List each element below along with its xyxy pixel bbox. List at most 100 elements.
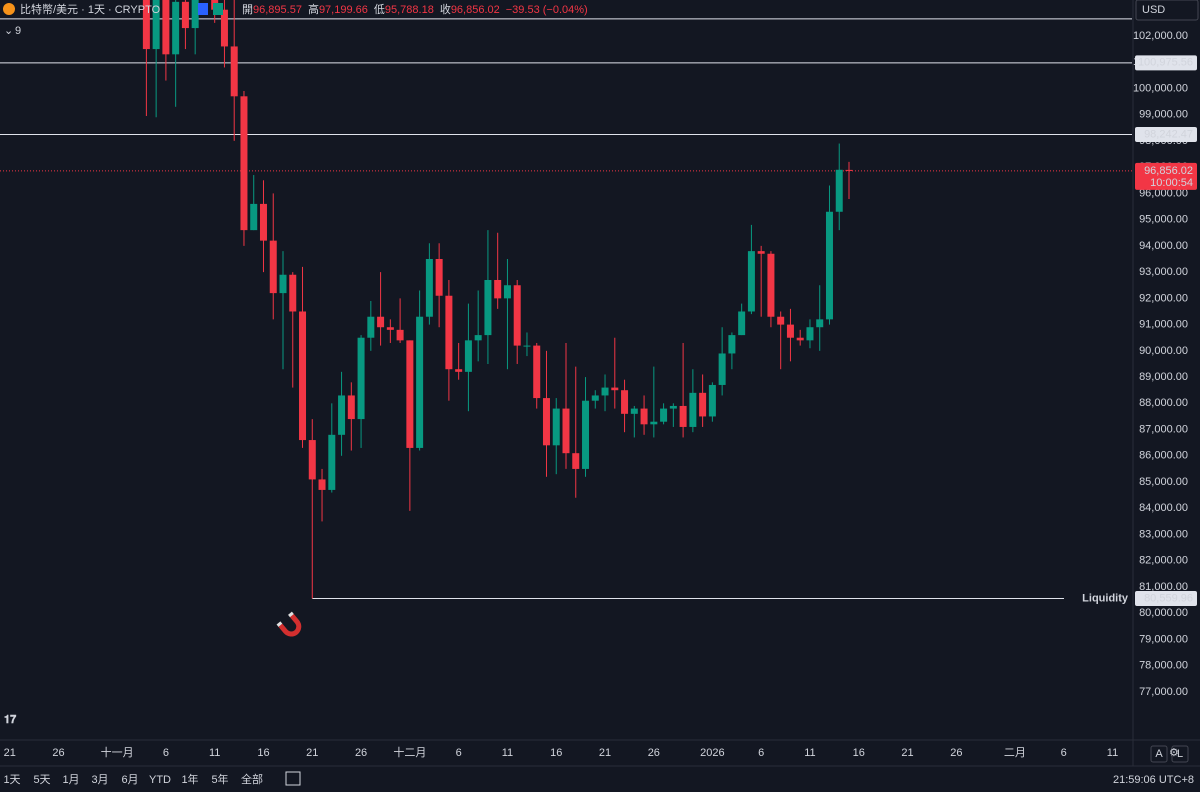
candle-body: [582, 400, 590, 469]
x-tick-label: 26: [950, 747, 962, 759]
x-tick-label: 26: [355, 747, 367, 759]
candle-body: [806, 327, 814, 341]
candle-body: [396, 329, 404, 341]
candle-body: [269, 240, 277, 294]
candle-body: [445, 295, 453, 370]
range-button[interactable]: 3月: [91, 774, 108, 786]
candle-body: [728, 335, 736, 354]
y-tick-label: 82,000.00: [1139, 555, 1188, 567]
x-tick-label: 21: [306, 747, 318, 759]
candle-body: [825, 211, 833, 320]
candle-body: [152, 0, 160, 50]
y-tick-label: 85,000.00: [1139, 476, 1188, 488]
status-icon: [213, 3, 223, 15]
y-tick-label: 86,000.00: [1139, 450, 1188, 462]
candle-body: [552, 408, 560, 446]
y-tick-label: 84,000.00: [1139, 502, 1188, 514]
level-price: 98,242.47: [1144, 128, 1193, 140]
candle-body: [484, 279, 492, 336]
x-tick-label: 26: [648, 747, 660, 759]
x-tick-label: 16: [853, 747, 865, 759]
x-tick-label: 11: [804, 747, 815, 759]
candle-body: [757, 251, 765, 254]
candle-body: [689, 392, 697, 427]
y-tick-label: 96,000.00: [1139, 187, 1188, 199]
logo[interactable]: 𝟏𝟕: [4, 714, 17, 726]
candle-body: [660, 408, 668, 422]
scale-button-label[interactable]: A: [1155, 748, 1163, 760]
candle-body: [523, 345, 531, 347]
candle-body: [425, 259, 433, 317]
candle-body: [747, 251, 755, 312]
scale-button[interactable]: [1150, 745, 1168, 763]
candle-body: [220, 9, 228, 47]
range-button[interactable]: 全部: [241, 772, 263, 786]
candle-body: [289, 274, 297, 312]
ohlc-value: 96,856.02: [451, 4, 500, 16]
candle-body: [679, 405, 687, 427]
candle-body: [259, 203, 267, 241]
settings-icon[interactable]: ⚙: [1169, 747, 1179, 759]
range-button[interactable]: 6月: [121, 774, 138, 786]
scale-button-label[interactable]: L: [1177, 748, 1183, 760]
candle-body: [591, 395, 599, 401]
candle-body: [621, 390, 629, 414]
currency[interactable]: USD: [1142, 4, 1165, 16]
candle-body: [767, 253, 775, 317]
x-tick-label: 11: [1107, 747, 1118, 759]
candle-body: [513, 285, 521, 346]
ohlc-legend: 開96,895.57 高97,199.66 低95,788.18 收96,856.02…: [242, 2, 588, 16]
candle-body: [777, 316, 785, 325]
candle-body: [845, 169, 853, 171]
y-tick-label: 100,000.00: [1133, 82, 1188, 94]
candle-body: [786, 324, 794, 338]
calendar-icon[interactable]: [285, 771, 301, 786]
range-button[interactable]: 5天: [33, 774, 50, 786]
collapse-icon[interactable]: ⌄: [4, 25, 13, 37]
currency-button[interactable]: [1135, 0, 1199, 21]
level-price: 100,975.56: [1138, 57, 1193, 69]
candle-body: [162, 0, 170, 55]
ohlc-label: 開: [242, 3, 253, 16]
candle-body: [386, 327, 394, 330]
y-tick-label: 99,000.00: [1139, 109, 1188, 121]
range-button[interactable]: 1年: [181, 772, 198, 786]
candle-body: [455, 369, 463, 372]
y-tick-label: 92,000.00: [1139, 292, 1188, 304]
candle-body: [142, 0, 150, 50]
x-tick-label: 21: [4, 747, 16, 759]
candle-body: [640, 408, 648, 425]
ohlc-value: 96,895.57: [253, 4, 302, 16]
candle-body: [738, 311, 746, 336]
y-tick-label: 89,000.00: [1139, 371, 1188, 383]
x-tick-label: 6: [758, 747, 764, 759]
range-button[interactable]: YTD: [149, 774, 171, 786]
x-tick-label: 16: [257, 747, 269, 759]
x-tick-label: 2026: [700, 747, 724, 759]
flag-icon[interactable]: [198, 3, 208, 15]
range-button[interactable]: 1天: [3, 774, 20, 786]
candle-body: [816, 319, 824, 328]
indicator-count[interactable]: 9: [15, 25, 21, 37]
y-tick-label: 95,000.00: [1139, 214, 1188, 226]
ohlc-value: 95,788.18: [385, 4, 434, 16]
range-button[interactable]: 5年: [211, 772, 228, 786]
candle-body: [601, 387, 609, 396]
level-price: 80,559.96: [1144, 592, 1193, 604]
candle-body: [240, 96, 248, 231]
scale-button[interactable]: [1171, 745, 1189, 763]
candle-body: [562, 408, 570, 454]
candle-body: [299, 311, 307, 441]
ohlc-label: 收: [440, 2, 451, 16]
coin-icon: [3, 3, 15, 15]
range-button[interactable]: 1月: [62, 774, 79, 786]
y-tick-label: 80,000.00: [1139, 607, 1188, 619]
candle-body: [503, 285, 511, 299]
y-tick-label: 81,000.00: [1139, 581, 1188, 593]
symbol[interactable]: 比特幣/美元 · 1天 · CRYPTO: [20, 2, 161, 16]
candle-body: [542, 398, 550, 446]
y-tick-label: 77,000.00: [1139, 686, 1188, 698]
candle-body: [357, 337, 365, 420]
y-tick-label: 87,000.00: [1139, 423, 1188, 435]
